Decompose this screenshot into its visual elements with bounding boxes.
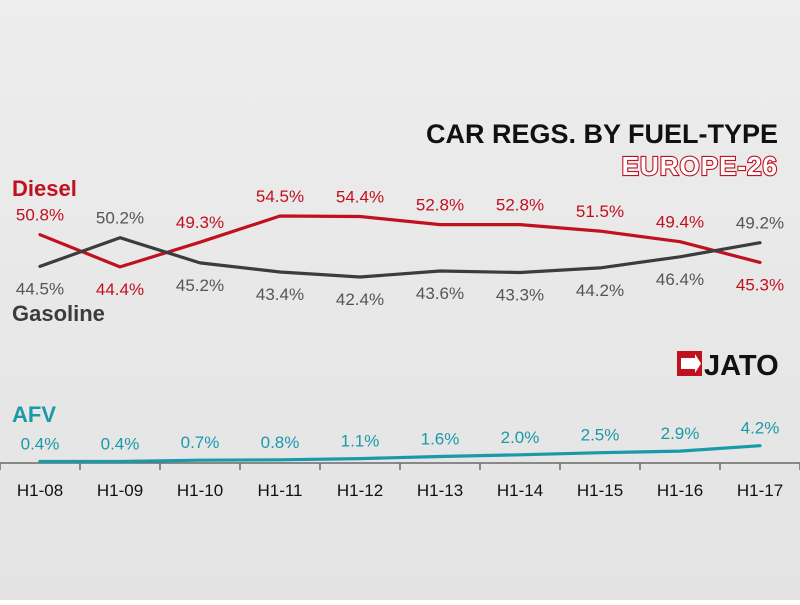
series-line-diesel bbox=[38, 214, 762, 269]
data-label-afv: 2.9% bbox=[661, 424, 700, 443]
x-tick-label: H1-09 bbox=[97, 481, 143, 500]
data-label-afv: 1.1% bbox=[341, 432, 380, 451]
data-label-diesel: 45.3% bbox=[736, 275, 784, 294]
data-label-gasoline: 44.5% bbox=[16, 279, 64, 298]
data-label-diesel: 54.5% bbox=[256, 187, 304, 206]
jato-logo: JATO bbox=[677, 350, 779, 382]
data-label-gasoline: 49.2% bbox=[736, 214, 784, 233]
data-label-diesel: 49.4% bbox=[656, 213, 704, 232]
data-label-diesel: 52.8% bbox=[496, 196, 544, 215]
x-tick-label: H1-15 bbox=[577, 481, 623, 500]
x-tick-label: H1-14 bbox=[497, 481, 543, 500]
data-label-afv: 0.7% bbox=[181, 433, 220, 452]
data-label-gasoline: 50.2% bbox=[96, 209, 144, 228]
x-tick-label: H1-12 bbox=[337, 481, 383, 500]
data-label-afv: 4.2% bbox=[741, 419, 780, 438]
data-labels: 50.8% 44.4% 49.3% 54.5% 54.4% 52.8% 52.8% 51.5%… bbox=[16, 187, 784, 454]
data-label-afv: 0.4% bbox=[101, 435, 140, 454]
series-line-afv bbox=[38, 444, 762, 464]
data-label-afv: 2.5% bbox=[581, 426, 620, 445]
data-label-gasoline: 42.4% bbox=[336, 290, 384, 309]
legend-afv: AFV bbox=[12, 402, 56, 427]
data-label-diesel: 49.3% bbox=[176, 213, 224, 232]
series-line-gasoline bbox=[38, 236, 762, 279]
legend-gasoline: Gasoline bbox=[12, 301, 105, 326]
chart-subtitle: EUROPE-26 bbox=[622, 151, 778, 181]
data-label-gasoline: 45.2% bbox=[176, 276, 224, 295]
series-lines bbox=[38, 214, 762, 464]
data-label-gasoline: 46.4% bbox=[656, 270, 704, 289]
x-tick-label: H1-17 bbox=[737, 481, 783, 500]
data-label-diesel: 50.8% bbox=[16, 206, 64, 225]
data-label-gasoline: 44.2% bbox=[576, 281, 624, 300]
legend-diesel: Diesel bbox=[12, 176, 77, 201]
data-label-gasoline: 43.6% bbox=[416, 284, 464, 303]
x-tick-label: H1-13 bbox=[417, 481, 463, 500]
data-label-diesel: 44.4% bbox=[96, 280, 144, 299]
data-label-afv: 0.8% bbox=[261, 433, 300, 452]
data-label-gasoline: 43.3% bbox=[496, 286, 544, 305]
x-axis-ticks bbox=[0, 463, 800, 470]
data-label-diesel: 52.8% bbox=[416, 196, 464, 215]
data-label-gasoline: 43.4% bbox=[256, 285, 304, 304]
chart-title: CAR REGS. BY FUEL-TYPE bbox=[426, 119, 778, 149]
jato-arrow-icon bbox=[681, 354, 701, 373]
data-label-afv: 1.6% bbox=[421, 430, 460, 449]
x-tick-label: H1-11 bbox=[257, 481, 302, 500]
data-label-afv: 2.0% bbox=[501, 428, 540, 447]
x-tick-label: H1-16 bbox=[657, 481, 703, 500]
x-tick-label: H1-10 bbox=[177, 481, 223, 500]
x-tick-label: H1-08 bbox=[17, 481, 63, 500]
data-label-diesel: 54.4% bbox=[336, 188, 384, 207]
jato-logo-text: JATO bbox=[704, 350, 779, 382]
data-label-afv: 0.4% bbox=[21, 435, 60, 454]
data-label-diesel: 51.5% bbox=[576, 202, 624, 221]
x-axis-labels: H1-08 H1-09 H1-10 H1-11 H1-12 H1-13 H1-14 H1-15… bbox=[17, 481, 783, 500]
